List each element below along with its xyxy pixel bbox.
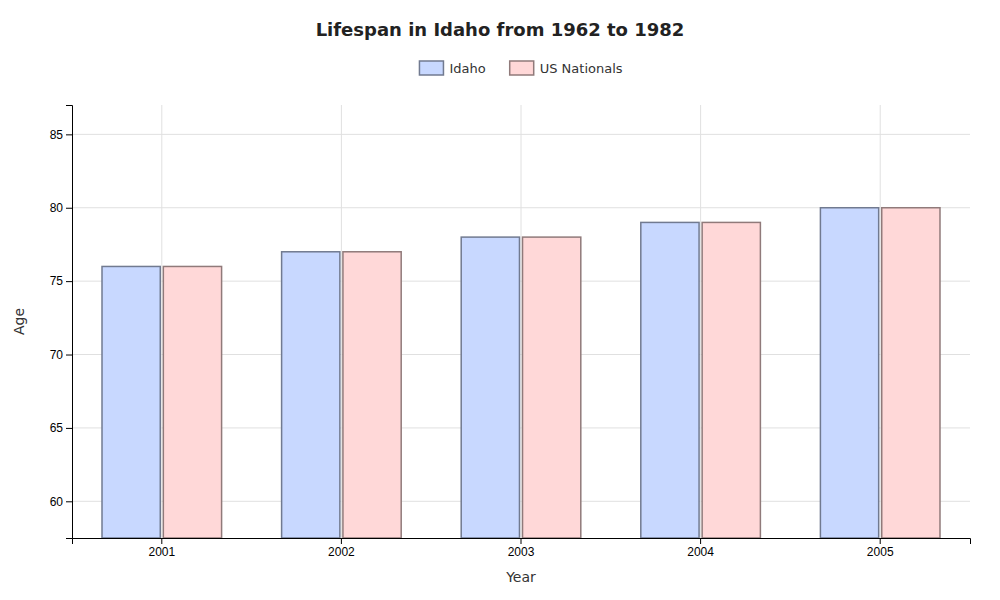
x-axis: 2001 2002 2003 2004 2005: [73, 538, 971, 559]
tick-label: 70: [50, 348, 64, 362]
bar: [461, 237, 519, 538]
legend: Idaho US Nationals: [419, 61, 622, 76]
y-axis: 60 65 70 75 80 85: [50, 106, 73, 539]
bar: [343, 252, 401, 538]
tick-mark: [66, 355, 72, 356]
bar: [702, 222, 760, 538]
tick-mark: [66, 134, 72, 135]
tick-mark: [66, 208, 72, 209]
bars: [102, 208, 940, 538]
plot: 2001 2002 2003 2004 2005 60 65 70 75 80 85: [50, 105, 971, 559]
tick-label: 2003: [508, 545, 535, 559]
legend-item: US Nationals: [510, 61, 623, 76]
tick-mark: [341, 538, 342, 544]
axis-line: [73, 539, 971, 545]
tick: 85: [50, 128, 72, 142]
bar: [882, 208, 940, 538]
legend-swatch: [419, 61, 443, 75]
bar: [102, 266, 160, 538]
tick-mark: [521, 538, 522, 544]
bar: [641, 222, 699, 538]
tick-label: 2001: [148, 545, 175, 559]
tick: 60: [50, 495, 72, 509]
tick-label: 2002: [328, 545, 355, 559]
bar: [523, 237, 581, 538]
grid-line: [161, 105, 162, 538]
tick: 2001: [148, 538, 175, 559]
tick-mark: [880, 538, 881, 544]
tick: 2005: [867, 538, 894, 559]
bar-series: [102, 208, 879, 538]
tick-label: 75: [50, 274, 64, 288]
bar-series: [163, 208, 940, 538]
legend-item: Idaho: [419, 61, 485, 76]
tick: 2004: [687, 538, 714, 559]
tick: 80: [50, 201, 72, 215]
bar: [163, 266, 221, 538]
tick-mark: [161, 538, 162, 544]
legend-swatch: [510, 61, 534, 75]
grid-line: [700, 105, 701, 538]
tick: 75: [50, 274, 72, 288]
tick-mark: [66, 428, 72, 429]
grid: [72, 105, 970, 538]
legend-label: Idaho: [449, 61, 485, 76]
bar: [282, 252, 340, 538]
tick: 65: [50, 421, 72, 435]
tick-mark: [66, 501, 72, 502]
x-axis-title: Year: [505, 569, 536, 585]
tick-label: 60: [50, 495, 64, 509]
tick-mark: [66, 281, 72, 282]
tick-label: 2005: [867, 545, 894, 559]
title: Lifespan in Idaho from 1962 to 1982: [316, 19, 685, 40]
grid-line: [880, 105, 881, 538]
legend-label: US Nationals: [540, 61, 623, 76]
tick-label: 65: [50, 421, 64, 435]
tick-label: 80: [50, 201, 64, 215]
bar: [820, 208, 878, 538]
y-axis-title: Age: [11, 308, 27, 335]
tick: 70: [50, 348, 72, 362]
tick: 2002: [328, 538, 355, 559]
chart: 2001 2002 2003 2004 2005 60 65 70 75 80 85 Year Age L…: [0, 0, 1000, 600]
tick-label: 85: [50, 128, 64, 142]
tick-label: 2004: [687, 545, 714, 559]
grid-line: [341, 105, 342, 538]
grid-line: [521, 105, 522, 538]
tick-mark: [700, 538, 701, 544]
tick: 2003: [508, 538, 535, 559]
axis-line: [66, 106, 73, 539]
